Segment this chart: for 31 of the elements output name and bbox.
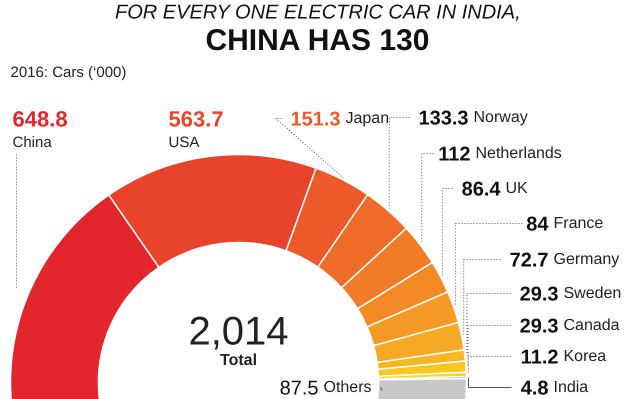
data-label: 563.7: [168, 106, 224, 132]
data-label: 29.3: [520, 316, 559, 338]
data-label: 72.7: [510, 250, 549, 272]
text: 2016: Cars (‘000): [10, 64, 126, 81]
slice-label: India: [554, 379, 588, 396]
data-label: 86.4: [462, 178, 502, 200]
data-label: 87.5: [280, 378, 319, 399]
slice-label: Japan: [346, 110, 390, 127]
data-label: 11.2: [520, 346, 559, 368]
chart-subtitle: CHINA HAS 130: [205, 24, 430, 57]
slice-label: Others: [324, 379, 372, 396]
data-label: 84: [526, 214, 550, 236]
slice-label: Norway: [474, 109, 528, 126]
data-label: 151.3: [290, 108, 341, 130]
data-label: 4.8: [520, 378, 549, 399]
data-label: 112: [438, 144, 470, 166]
slice-label: UK: [506, 180, 528, 197]
slice-label: USA: [168, 134, 200, 151]
slice-label: France: [554, 215, 604, 232]
data-label: 648.8: [12, 106, 68, 132]
text: Total: [220, 352, 258, 369]
data-label: 133.3: [418, 108, 469, 130]
slice-label: China: [12, 134, 52, 151]
slice-label: Canada: [564, 317, 620, 334]
slice-label: Korea: [564, 348, 606, 365]
slice-label: Germany: [554, 251, 620, 268]
text: 2,014: [188, 310, 289, 354]
chart-title: FOR EVERY ONE ELECTRIC CAR IN INDIA,: [115, 2, 521, 24]
slice-label: Sweden: [564, 285, 622, 302]
data-label: 29.3: [520, 284, 559, 306]
slice-label: Netherlands: [476, 145, 562, 162]
